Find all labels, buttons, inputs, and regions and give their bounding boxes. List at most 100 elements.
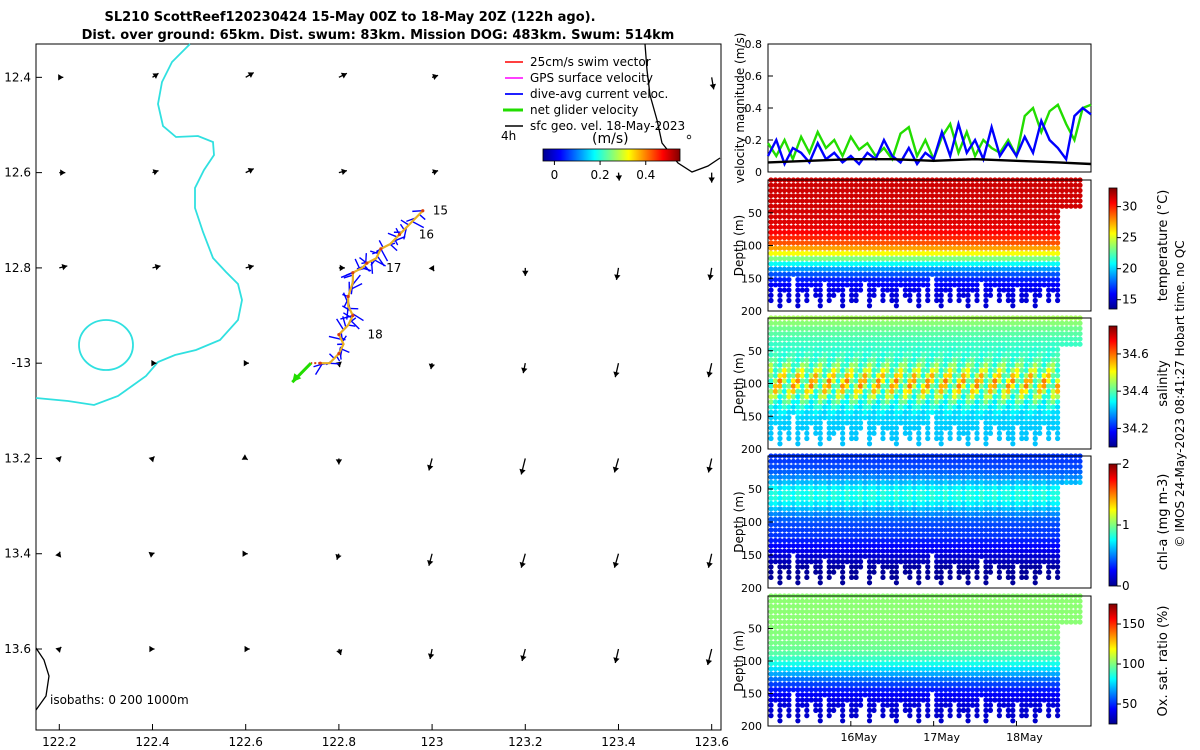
section-sample-point xyxy=(992,532,998,538)
section-sample-point xyxy=(866,292,873,298)
section-sample-point xyxy=(786,346,792,353)
section-sample-point xyxy=(768,516,774,522)
section-sample-point xyxy=(777,676,783,682)
section-sample-point xyxy=(1041,474,1047,480)
section-sample-point xyxy=(813,352,819,358)
section-sample-point xyxy=(875,182,882,188)
section-sample-point xyxy=(804,245,810,251)
section-sample-point xyxy=(934,373,940,379)
section-sample-point xyxy=(911,282,917,288)
section-sample-point xyxy=(777,378,783,384)
map-y-tick-label: 12.8 xyxy=(4,261,31,275)
section-sample-point xyxy=(934,383,940,389)
section-sample-point xyxy=(781,614,788,620)
section-sample-point xyxy=(840,245,846,251)
section-sample-point xyxy=(969,373,976,379)
section-sample-point xyxy=(817,250,823,256)
section-sample-point xyxy=(969,463,976,470)
section-sample-point xyxy=(1037,394,1043,400)
section-sample-point xyxy=(1019,511,1025,517)
section-sample-point xyxy=(965,458,971,464)
section-sample-point xyxy=(822,414,828,421)
section-sample-point xyxy=(772,198,779,204)
section-sample-point xyxy=(1023,187,1029,194)
section-sample-point xyxy=(947,506,953,512)
section-sample-point xyxy=(956,203,962,209)
section-sample-point xyxy=(840,580,846,586)
section-sample-point xyxy=(1077,198,1083,204)
section-sample-point xyxy=(835,271,841,277)
section-sample-point xyxy=(795,282,801,288)
section-sample-point xyxy=(1050,463,1056,470)
section-sample-point xyxy=(840,362,846,368)
section-sample-point xyxy=(934,229,940,235)
section-sample-point xyxy=(1032,182,1038,188)
section-sample-point xyxy=(880,325,886,332)
section-sample-point xyxy=(871,553,877,559)
section-sample-point xyxy=(960,463,967,470)
section-sample-point xyxy=(1046,182,1052,188)
section-sample-point xyxy=(974,245,980,251)
section-sample-point xyxy=(871,548,877,554)
section-sample-point xyxy=(777,635,783,641)
section-sample-point xyxy=(799,404,805,410)
section-sample-point xyxy=(804,522,810,528)
section-sample-point xyxy=(804,193,810,199)
section-sample-point xyxy=(943,352,949,358)
section-sample-point xyxy=(934,346,940,353)
section-sample-point xyxy=(790,352,796,358)
section-sample-point xyxy=(772,609,779,615)
section-sample-point xyxy=(857,187,864,194)
section-sample-point xyxy=(952,378,958,384)
section-sample-point xyxy=(799,245,805,251)
section-sample-point xyxy=(866,522,873,528)
section-sample-point xyxy=(902,193,908,199)
section-sample-point xyxy=(835,479,841,485)
section-sample-point xyxy=(925,564,931,570)
section-sample-point xyxy=(871,373,877,379)
section-sample-point xyxy=(777,341,783,347)
section-sample-point xyxy=(1046,414,1052,421)
section-sample-point xyxy=(916,388,922,394)
section-sample-point xyxy=(853,511,859,517)
section-sample-point xyxy=(1037,522,1043,528)
section-sample-point xyxy=(1041,193,1047,199)
section-sample-point xyxy=(889,367,895,373)
section-sample-point xyxy=(952,543,958,549)
section-sample-point xyxy=(920,325,926,332)
section-sample-point xyxy=(1014,506,1020,512)
section-sample-point xyxy=(826,193,832,199)
section-sample-point xyxy=(1046,527,1052,533)
section-sample-point xyxy=(907,367,913,373)
section-sample-point xyxy=(862,532,868,538)
section-sample-point xyxy=(875,266,882,272)
section-sample-point xyxy=(831,404,837,410)
section-sample-point xyxy=(840,420,846,426)
section-sample-point xyxy=(884,383,891,389)
section-sample-point xyxy=(844,548,850,554)
section-sample-point xyxy=(1055,532,1061,538)
section-sample-point xyxy=(862,250,868,256)
section-sample-point xyxy=(835,537,841,544)
section-sample-point xyxy=(934,297,940,304)
section-sample-point xyxy=(844,463,850,470)
section-sample-point xyxy=(996,198,1002,204)
section-sample-point xyxy=(916,399,922,405)
section-sample-point xyxy=(853,564,859,570)
section-sample-point xyxy=(884,500,891,507)
section-sample-point xyxy=(822,245,828,251)
section-sample-point xyxy=(777,203,783,209)
section-sample-point xyxy=(956,394,962,400)
section-sample-point xyxy=(1032,261,1038,267)
section-sample-point xyxy=(925,414,931,421)
section-sample-point xyxy=(943,320,949,326)
section-sample-point xyxy=(768,522,774,528)
section-sample-point xyxy=(844,235,850,241)
section-sample-point xyxy=(768,414,774,421)
section-sample-point xyxy=(840,187,846,194)
section-sample-point xyxy=(1037,506,1043,512)
section-sample-point xyxy=(768,609,774,615)
section-sample-point xyxy=(898,240,904,246)
section-sample-point xyxy=(925,203,931,209)
section-sample-point xyxy=(934,214,940,220)
